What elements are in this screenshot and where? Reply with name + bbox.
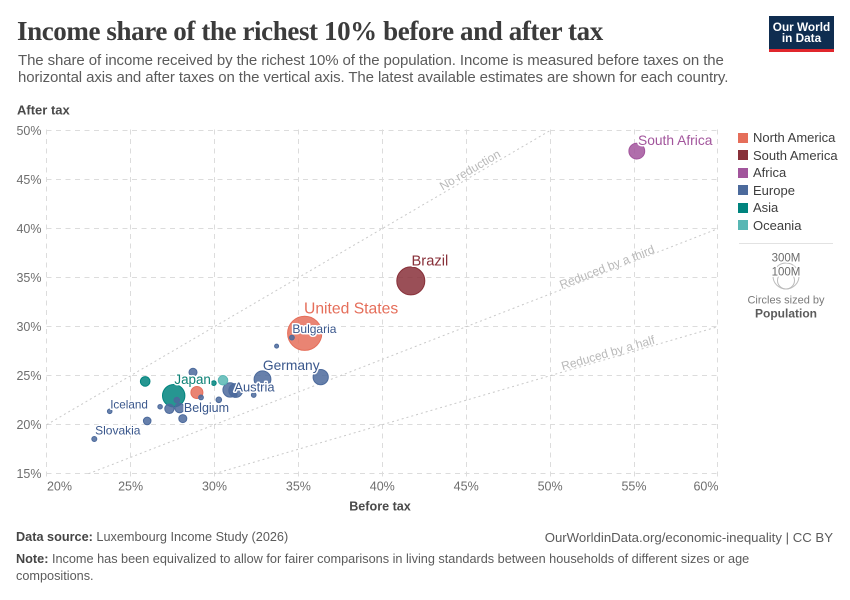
svg-text:South Africa: South Africa bbox=[638, 133, 713, 148]
svg-text:45%: 45% bbox=[16, 173, 41, 187]
svg-text:United States: United States bbox=[304, 301, 398, 318]
svg-text:Austria: Austria bbox=[234, 379, 275, 394]
svg-text:Before tax: Before tax bbox=[349, 500, 411, 514]
svg-text:20%: 20% bbox=[16, 418, 41, 432]
svg-text:100M: 100M bbox=[772, 267, 801, 279]
svg-text:20%: 20% bbox=[47, 480, 72, 494]
svg-text:Iceland: Iceland bbox=[110, 398, 148, 411]
svg-text:Population: Population bbox=[755, 307, 817, 321]
svg-text:Reduced by a half: Reduced by a half bbox=[560, 333, 657, 374]
svg-text:40%: 40% bbox=[370, 480, 395, 494]
svg-text:300M: 300M bbox=[772, 253, 801, 265]
svg-text:Germany: Germany bbox=[263, 358, 320, 373]
svg-text:Reduced by a third: Reduced by a third bbox=[558, 242, 657, 291]
svg-text:50%: 50% bbox=[16, 124, 41, 138]
svg-text:55%: 55% bbox=[621, 480, 646, 494]
svg-text:After tax: After tax bbox=[17, 103, 71, 118]
svg-text:35%: 35% bbox=[286, 480, 311, 494]
svg-text:Japan: Japan bbox=[174, 372, 210, 387]
svg-text:No reduction: No reduction bbox=[437, 147, 503, 193]
svg-text:Circles sized by: Circles sized by bbox=[747, 295, 825, 307]
svg-text:30%: 30% bbox=[16, 320, 41, 334]
svg-text:25%: 25% bbox=[118, 480, 143, 494]
svg-text:Bulgaria: Bulgaria bbox=[292, 322, 336, 336]
svg-text:Brazil: Brazil bbox=[412, 254, 449, 270]
svg-text:50%: 50% bbox=[538, 480, 563, 494]
svg-text:60%: 60% bbox=[693, 480, 718, 494]
svg-text:Belgium: Belgium bbox=[184, 401, 229, 415]
svg-text:Slovakia: Slovakia bbox=[95, 424, 141, 438]
svg-text:45%: 45% bbox=[454, 480, 479, 494]
svg-text:15%: 15% bbox=[16, 467, 41, 481]
svg-text:35%: 35% bbox=[16, 271, 41, 285]
svg-text:30%: 30% bbox=[202, 480, 227, 494]
svg-text:40%: 40% bbox=[16, 222, 41, 236]
svg-text:25%: 25% bbox=[16, 369, 41, 383]
